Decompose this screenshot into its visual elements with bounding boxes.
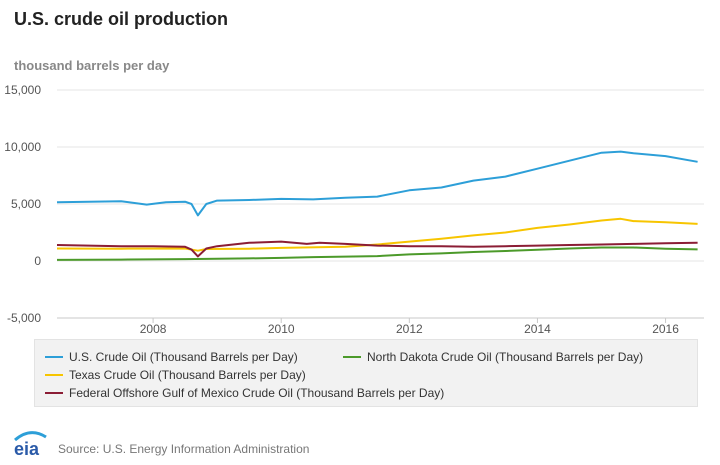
legend-item-texas[interactable]: Texas Crude Oil (Thousand Barrels per Da…	[45, 368, 306, 382]
legend-swatch-us	[45, 356, 63, 358]
y-tick-label: 10,000	[4, 140, 41, 154]
legend-item-us[interactable]: U.S. Crude Oil (Thousand Barrels per Day…	[45, 350, 298, 364]
eia-logo-text: eia	[14, 439, 40, 458]
chart-legend: U.S. Crude Oil (Thousand Barrels per Day…	[34, 339, 698, 407]
legend-swatch-gulf	[45, 392, 63, 394]
legend-item-gulf[interactable]: Federal Offshore Gulf of Mexico Crude Oi…	[45, 386, 444, 400]
series-line-north-dakota[interactable]	[56, 246, 698, 261]
footer: eia Source: U.S. Energy Information Admi…	[6, 428, 706, 460]
series-line-texas[interactable]	[56, 217, 698, 252]
eia-logo-arc-icon	[14, 431, 47, 442]
legend-label-north-dakota: North Dakota Crude Oil (Thousand Barrels…	[367, 350, 644, 364]
x-tick-label: 2016	[652, 322, 679, 336]
x-tick-label: 2008	[140, 322, 167, 336]
legend-label-us: U.S. Crude Oil (Thousand Barrels per Day…	[69, 350, 298, 364]
series-line-us[interactable]	[56, 150, 698, 217]
series-line-gulf[interactable]	[56, 240, 698, 258]
y-axis-unit-label: thousand barrels per day	[14, 58, 170, 73]
legend-swatch-texas	[45, 374, 63, 376]
y-tick-label: -5,000	[7, 311, 41, 325]
y-tick-label: 5,000	[11, 197, 41, 211]
legend-item-north-dakota[interactable]: North Dakota Crude Oil (Thousand Barrels…	[343, 350, 643, 364]
line-chart: -5,000 0 5,000 10,000 15,000 2008 2010 2012 2014…	[4, 83, 704, 336]
legend-label-gulf: Federal Offshore Gulf of Mexico Crude Oi…	[69, 386, 445, 400]
legend-swatch-north-dakota	[343, 356, 361, 358]
y-tick-label: 0	[34, 254, 41, 268]
legend-label-texas: Texas Crude Oil (Thousand Barrels per Da…	[69, 368, 306, 382]
chart-title: U.S. crude oil production	[14, 9, 229, 29]
x-tick-label: 2014	[524, 322, 551, 336]
x-tick-label: 2010	[268, 322, 295, 336]
y-tick-label: 15,000	[4, 83, 41, 97]
x-tick-label: 2012	[396, 322, 423, 336]
eia-logo: eia	[14, 431, 47, 458]
source-note: Source: U.S. Energy Information Administ…	[58, 442, 310, 456]
